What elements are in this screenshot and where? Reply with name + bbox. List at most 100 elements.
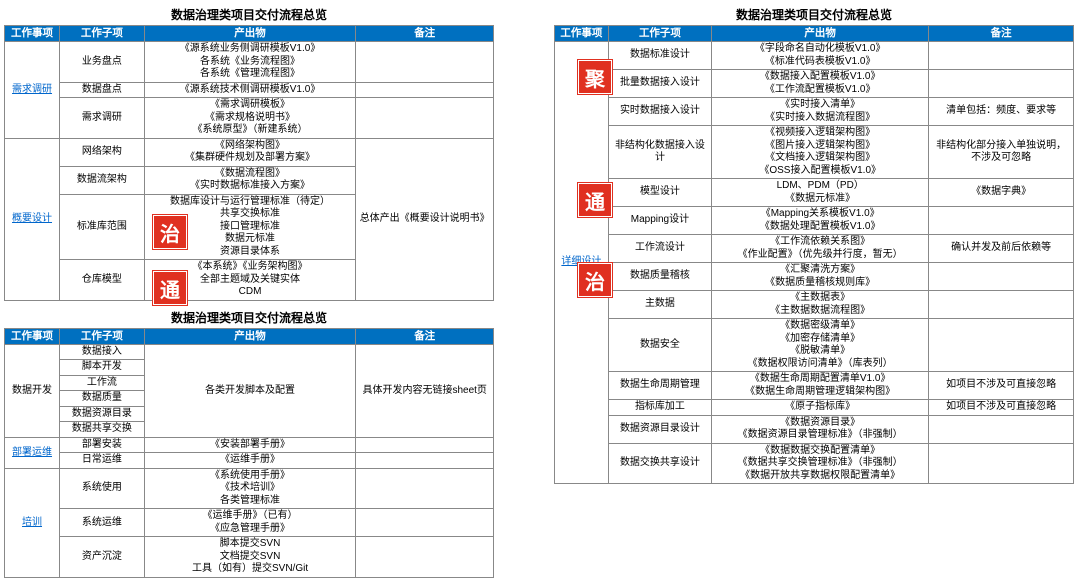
output-cell: 《汇聚清洗方案》《数据质量稽核规则库》 <box>712 263 929 291</box>
table-row: 实时数据接入设计《实时接入清单》《实时接入数据流程图》清单包括：频度、要求等 <box>555 98 1074 126</box>
note-cell: 《数据字典》 <box>929 179 1074 207</box>
subitem-cell: 工作流 <box>60 375 145 391</box>
table-row: 批量数据接入设计《数据接入配置模板V1.0》《工作流配置模板V1.0》 <box>555 70 1074 98</box>
output-cell: 《运维手册》 <box>144 453 356 469</box>
output-cell: 《系统使用手册》《技术培训》各类管理标准 <box>144 468 356 509</box>
table-row: 数据资源目录设计《数据资源目录》《数据资源目录管理标准》（非强制） <box>555 415 1074 443</box>
subitem-cell: 指标库加工 <box>608 400 711 416</box>
output-cell: 《数据流程图》《实时数据标准接入方案》 <box>144 166 356 194</box>
table-title: 数据治理类项目交付流程总览 <box>4 307 494 328</box>
table-row: 数据盘点《源系统技术侧调研模板V1.0》 <box>5 82 494 98</box>
table-row: 数据质量稽核《汇聚清洗方案》《数据质量稽核规则库》 <box>555 263 1074 291</box>
note-cell: 非结构化部分接入单独说明，不涉及可忽略 <box>929 126 1074 179</box>
note-cell <box>929 319 1074 372</box>
delivery-table: 工作事项工作子项产出物备注详细设计数据标准设计《字段命名自动化模板V1.0》《标… <box>554 25 1074 484</box>
subitem-cell: 网络架构 <box>60 138 145 166</box>
table-header: 备注 <box>356 26 494 42</box>
subitem-cell: 日常运维 <box>60 453 145 469</box>
table-title: 数据治理类项目交付流程总览 <box>4 4 494 25</box>
category-cell: 数据开发 <box>5 344 60 437</box>
table-header: 产出物 <box>712 26 929 42</box>
table-row: 数据安全《数据密级清单》《加密存储清单》《脱敏清单》《数据权限访问清单》（库表列… <box>555 319 1074 372</box>
subitem-cell: 脚本开发 <box>60 360 145 376</box>
output-cell: 脚本提交SVN文档提交SVN工具（如有）提交SVN/Git <box>144 537 356 578</box>
table-row: 需求调研业务盘点《源系统业务侧调研模板V1.0》各系统《业务流程图》各系统《管理… <box>5 42 494 83</box>
output-cell: 《主数据表》《主数据数据流程图》 <box>712 291 929 319</box>
table-title: 数据治理类项目交付流程总览 <box>554 4 1074 25</box>
subitem-cell: 非结构化数据接入设计 <box>608 126 711 179</box>
table-row: 指标库加工《原子指标库》如项目不涉及可直接忽略 <box>555 400 1074 416</box>
subitem-cell: 数据质量 <box>60 391 145 407</box>
subitem-cell: Mapping设计 <box>608 207 711 235</box>
subitem-cell: 数据生命周期管理 <box>608 372 711 400</box>
subitem-cell: 数据流架构 <box>60 166 145 194</box>
table-header: 工作子项 <box>608 26 711 42</box>
subitem-cell: 仓库模型 <box>60 260 145 301</box>
output-cell: 《数据资源目录》《数据资源目录管理标准》（非强制） <box>712 415 929 443</box>
subitem-cell: 工作流设计 <box>608 235 711 263</box>
table-row: 部署运维部署安装《安装部署手册》 <box>5 437 494 453</box>
category-cell[interactable]: 培训 <box>5 468 60 577</box>
category-cell[interactable]: 部署运维 <box>5 437 60 468</box>
output-cell: 各类开发脚本及配置 <box>144 344 356 437</box>
category-cell[interactable]: 需求调研 <box>5 42 60 139</box>
subitem-cell: 需求调研 <box>60 98 145 139</box>
floating-tag: 治 <box>578 263 612 297</box>
table-row: 非结构化数据接入设计《视频接入逻辑架构图》《图片接入逻辑架构图》《文档接入逻辑架… <box>555 126 1074 179</box>
table-row: Mapping设计《Mapping关系模板V1.0》《数据处理配置模板V1.0》 <box>555 207 1074 235</box>
note-cell: 如项目不涉及可直接忽略 <box>929 400 1074 416</box>
delivery-table: 工作事项工作子项产出物备注数据开发数据接入各类开发脚本及配置具体开发内容无链接s… <box>4 328 494 578</box>
subitem-cell: 资产沉淀 <box>60 537 145 578</box>
subitem-cell: 数据交换共享设计 <box>608 443 711 484</box>
subitem-cell: 模型设计 <box>608 179 711 207</box>
table-row: 日常运维《运维手册》 <box>5 453 494 469</box>
table-row: 主数据《主数据表》《主数据数据流程图》 <box>555 291 1074 319</box>
note-cell: 确认并发及前后依赖等 <box>929 235 1074 263</box>
floating-tag: 通 <box>578 183 612 217</box>
subitem-cell: 系统运维 <box>60 509 145 537</box>
table-row: 概要设计网络架构《网络架构图》《集群硬件规划及部署方案》总体产出《概要设计说明书… <box>5 138 494 166</box>
output-cell: 《原子指标库》 <box>712 400 929 416</box>
right-column: 数据治理类项目交付流程总览工作事项工作子项产出物备注详细设计数据标准设计《字段命… <box>554 4 1074 578</box>
subitem-cell: 数据资源目录 <box>60 406 145 422</box>
table-row: 详细设计数据标准设计《字段命名自动化模板V1.0》《标准代码表模板V1.0》 <box>555 42 1074 70</box>
note-cell <box>356 98 494 139</box>
subitem-cell: 实时数据接入设计 <box>608 98 711 126</box>
delivery-table: 工作事项工作子项产出物备注需求调研业务盘点《源系统业务侧调研模板V1.0》各系统… <box>4 25 494 301</box>
note-cell <box>356 468 494 509</box>
left-column: 数据治理类项目交付流程总览工作事项工作子项产出物备注需求调研业务盘点《源系统业务… <box>4 4 494 578</box>
subitem-cell: 部署安装 <box>60 437 145 453</box>
subitem-cell: 数据盘点 <box>60 82 145 98</box>
subitem-cell: 数据标准设计 <box>608 42 711 70</box>
note-cell <box>929 263 1074 291</box>
subitem-cell: 数据资源目录设计 <box>608 415 711 443</box>
table-row: 资产沉淀脚本提交SVN文档提交SVN工具（如有）提交SVN/Git <box>5 537 494 578</box>
output-cell: 《源系统业务侧调研模板V1.0》各系统《业务流程图》各系统《管理流程图》 <box>144 42 356 83</box>
output-cell: 《网络架构图》《集群硬件规划及部署方案》 <box>144 138 356 166</box>
table-header: 产出物 <box>144 328 356 344</box>
output-cell: 《运维手册》（已有）《应急管理手册》 <box>144 509 356 537</box>
table-header: 产出物 <box>144 26 356 42</box>
table-row: 工作流设计《工作流依赖关系图》《作业配置》（优先级并行度，暂无）确认并发及前后依… <box>555 235 1074 263</box>
table-header: 工作事项 <box>5 26 60 42</box>
output-cell: 《工作流依赖关系图》《作业配置》（优先级并行度，暂无） <box>712 235 929 263</box>
category-cell[interactable]: 概要设计 <box>5 138 60 300</box>
note-cell: 总体产出《概要设计说明书》 <box>356 138 494 300</box>
note-cell <box>356 42 494 83</box>
note-cell <box>929 291 1074 319</box>
output-cell: LDM、PDM（PD）《数据元标准》 <box>712 179 929 207</box>
table-row: 系统运维《运维手册》（已有）《应急管理手册》 <box>5 509 494 537</box>
table-header: 备注 <box>929 26 1074 42</box>
table-header: 工作事项 <box>555 26 609 42</box>
note-cell <box>929 42 1074 70</box>
output-cell: 《源系统技术侧调研模板V1.0》 <box>144 82 356 98</box>
floating-tag: 治 <box>153 215 187 249</box>
table-header: 工作事项 <box>5 328 60 344</box>
table-row: 培训系统使用《系统使用手册》《技术培训》各类管理标准 <box>5 468 494 509</box>
note-cell <box>929 443 1074 484</box>
note-cell <box>929 70 1074 98</box>
output-cell: 《数据接入配置模板V1.0》《工作流配置模板V1.0》 <box>712 70 929 98</box>
note-cell <box>356 537 494 578</box>
output-cell: 《数据数据交换配置清单》《数据共享交换管理标准》（非强制）《数据开放共享数据权限… <box>712 443 929 484</box>
note-cell <box>929 207 1074 235</box>
